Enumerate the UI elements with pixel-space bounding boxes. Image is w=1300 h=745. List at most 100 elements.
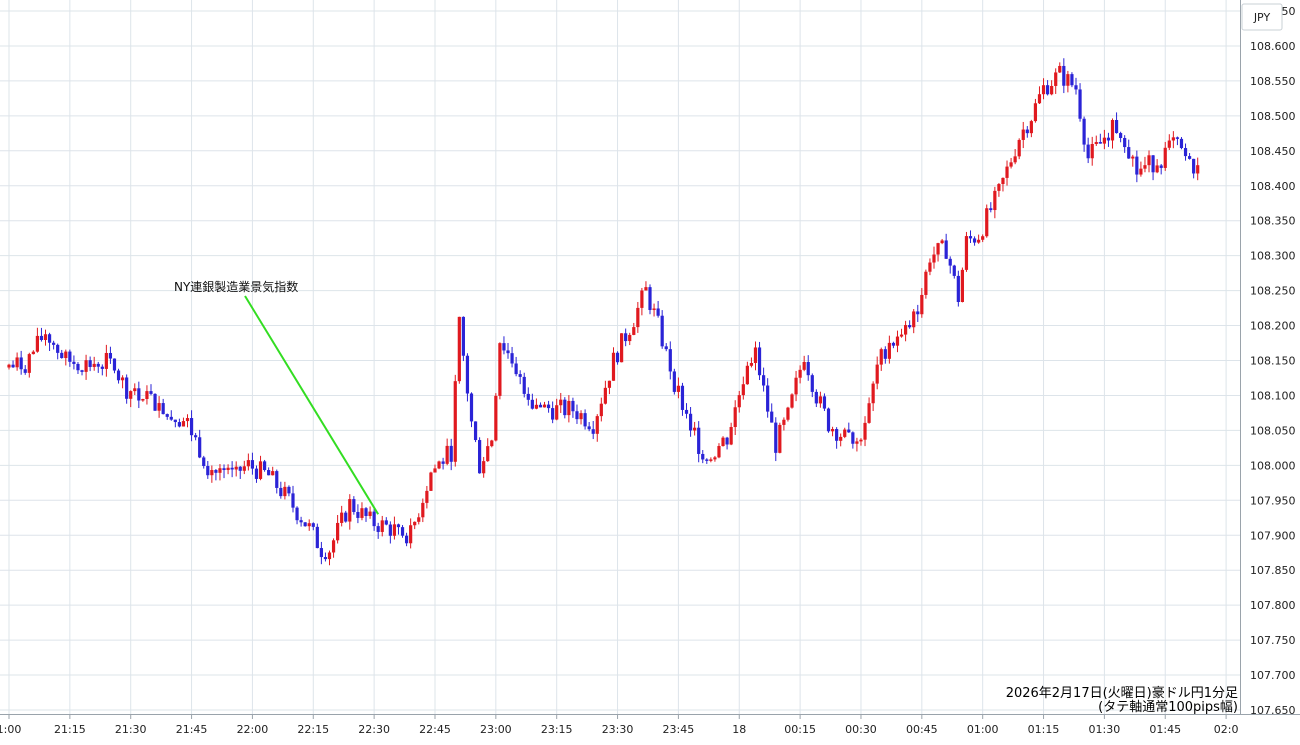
candle-body: [1001, 177, 1005, 185]
candle-body: [1175, 137, 1180, 139]
candle-body: [19, 357, 23, 370]
candle-body: [380, 520, 384, 532]
candle-body: [64, 351, 68, 359]
candle-body: [1159, 165, 1163, 168]
candle-body: [1171, 137, 1175, 141]
candle-body: [120, 377, 125, 381]
candle-body: [486, 446, 490, 462]
candle-body: [599, 403, 603, 417]
candle-body: [891, 342, 896, 346]
candle-body: [295, 507, 299, 521]
candle-body: [1017, 139, 1021, 157]
candle-body: [396, 524, 401, 528]
candle-body: [60, 352, 64, 359]
price-tick-label: 108.150: [1250, 355, 1296, 368]
candle-body: [364, 508, 368, 516]
candle-body: [1033, 103, 1038, 122]
candle-body: [404, 535, 409, 544]
candle-body: [664, 346, 668, 350]
candle-body: [421, 502, 425, 518]
candle-body: [603, 387, 607, 404]
time-tick-label: 23:45: [663, 723, 695, 736]
time-tick-label: 22:30: [358, 723, 390, 736]
candle-body: [822, 396, 827, 409]
candle-body: [802, 361, 806, 370]
candle-body: [238, 466, 242, 471]
price-tick-label: 108.350: [1250, 215, 1296, 228]
candle-body: [948, 258, 952, 266]
time-tick-label: 02:0: [1214, 723, 1239, 736]
candle-body: [912, 311, 916, 328]
candle-body: [628, 334, 632, 342]
candle-body: [697, 427, 701, 454]
candle-body: [972, 238, 977, 243]
candle-body: [859, 439, 863, 442]
candle-body: [279, 487, 283, 497]
currency-label: JPY: [1253, 11, 1271, 24]
candle-body: [145, 391, 149, 399]
candle-body: [92, 363, 96, 367]
candle-body: [1127, 147, 1131, 159]
candle-body: [1094, 142, 1098, 145]
candle-body: [307, 523, 311, 527]
candle-body: [340, 512, 344, 523]
candle-body: [1082, 118, 1086, 145]
candle-body: [1070, 74, 1074, 86]
candle-body: [745, 365, 749, 385]
time-tick-label: 22:45: [419, 723, 451, 736]
time-tick-label: 01:45: [1149, 723, 1181, 736]
time-tick-label: 1:00: [0, 723, 21, 736]
candle-body: [478, 440, 482, 474]
candle-body: [908, 325, 912, 328]
candle-body: [571, 400, 575, 412]
candle-body: [348, 499, 352, 522]
candle-body: [1041, 85, 1046, 95]
candle-body: [303, 522, 307, 527]
candle-body: [441, 461, 445, 464]
candle-body: [713, 457, 717, 460]
candle-body: [1110, 120, 1115, 141]
candle-body: [1054, 72, 1058, 86]
candle-body: [198, 437, 202, 458]
annotation-group: NY連銀製造業景気指数: [174, 279, 380, 515]
candle-body: [993, 190, 997, 211]
candle-body: [80, 370, 84, 372]
candle-body: [721, 437, 725, 447]
candle-body: [68, 351, 72, 362]
candle-body: [214, 470, 218, 473]
candle-body: [206, 466, 210, 476]
candle-body: [830, 429, 835, 432]
time-tick-label: 00:15: [784, 723, 816, 736]
candle-body: [794, 377, 798, 395]
candle-body: [551, 408, 555, 420]
candle-body: [867, 403, 871, 423]
candle-body: [1155, 165, 1159, 173]
candle-body: [116, 370, 121, 381]
candle-body: [137, 388, 141, 401]
candle-body: [445, 445, 449, 464]
candle-body: [473, 421, 478, 441]
price-tick-label: 108.300: [1250, 250, 1296, 263]
chart-caption: 2026年2月17日(火曜日)豪ドル円1分足 (タテ軸通常100pips幅): [1006, 685, 1238, 715]
candle-body: [100, 366, 104, 369]
candle-body: [425, 490, 429, 503]
price-tick-label: 108.200: [1250, 320, 1296, 333]
candle-body: [388, 524, 392, 536]
candle-body: [72, 361, 76, 364]
candle-body: [648, 287, 652, 311]
candle-body: [684, 409, 689, 414]
candle-body: [753, 347, 758, 363]
candle-body: [1163, 147, 1167, 168]
candle-body: [299, 520, 303, 523]
candle-body: [104, 352, 108, 369]
candle-body: [1066, 74, 1070, 86]
candle-body: [43, 334, 48, 341]
candle-body: [1078, 89, 1082, 119]
price-tick-label: 108.250: [1250, 285, 1296, 298]
candle-body: [770, 411, 774, 423]
candle-body: [522, 376, 526, 394]
candle-body: [449, 445, 453, 462]
candle-body: [879, 349, 883, 365]
